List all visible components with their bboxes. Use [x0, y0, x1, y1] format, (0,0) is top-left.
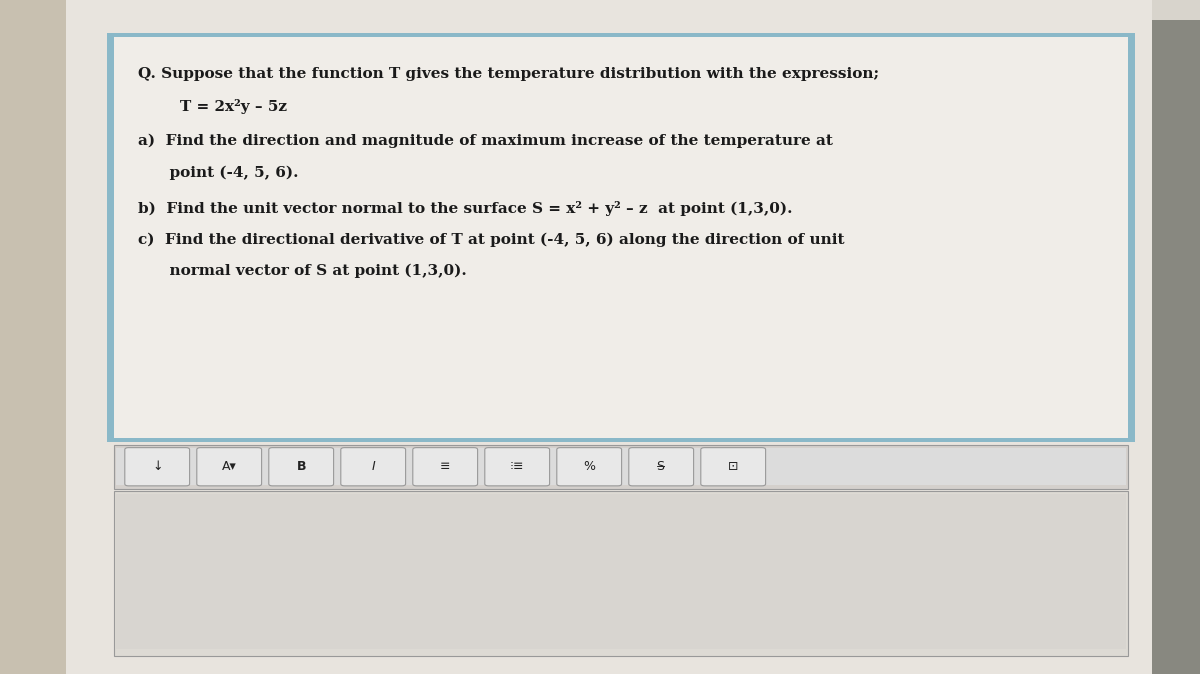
FancyBboxPatch shape: [485, 448, 550, 486]
Text: Q. Suppose that the function T gives the temperature distribution with the expre: Q. Suppose that the function T gives the…: [138, 67, 880, 82]
Bar: [114, 491, 1128, 656]
Text: A▾: A▾: [222, 460, 236, 473]
Bar: [0, 0, 1200, 20]
Text: ⁝≡: ⁝≡: [510, 460, 524, 473]
Text: point (-4, 5, 6).: point (-4, 5, 6).: [138, 166, 299, 180]
FancyBboxPatch shape: [413, 448, 478, 486]
Bar: [114, 445, 1128, 489]
Text: ⊡: ⊡: [728, 460, 738, 473]
Bar: [116, 448, 1126, 485]
FancyBboxPatch shape: [701, 448, 766, 486]
Bar: [0, 0, 108, 674]
FancyBboxPatch shape: [125, 448, 190, 486]
Bar: [107, 33, 1135, 442]
Text: ↓: ↓: [152, 460, 162, 473]
Text: S̶: S̶: [658, 460, 665, 473]
Text: a)  Find the direction and magnitude of maximum increase of the temperature at: a) Find the direction and magnitude of m…: [138, 134, 833, 148]
FancyBboxPatch shape: [269, 448, 334, 486]
Text: I: I: [371, 460, 376, 473]
Text: B: B: [296, 460, 306, 473]
Text: b)  Find the unit vector normal to the surface S = x² + y² – z  at point (1,3,0): b) Find the unit vector normal to the su…: [138, 201, 792, 216]
FancyBboxPatch shape: [197, 448, 262, 486]
Bar: [1152, 0, 1200, 674]
Bar: [116, 494, 1126, 649]
FancyBboxPatch shape: [341, 448, 406, 486]
Text: %: %: [583, 460, 595, 473]
FancyBboxPatch shape: [629, 448, 694, 486]
Text: ≡: ≡: [440, 460, 450, 473]
Bar: [0, 0, 66, 674]
Text: normal vector of S at point (1,3,0).: normal vector of S at point (1,3,0).: [138, 264, 467, 278]
Bar: [114, 37, 1128, 438]
Text: c)  Find the directional derivative of T at point (-4, 5, 6) along the direction: c) Find the directional derivative of T …: [138, 232, 845, 247]
FancyBboxPatch shape: [557, 448, 622, 486]
Text: T = 2x²y – 5z: T = 2x²y – 5z: [180, 99, 287, 114]
